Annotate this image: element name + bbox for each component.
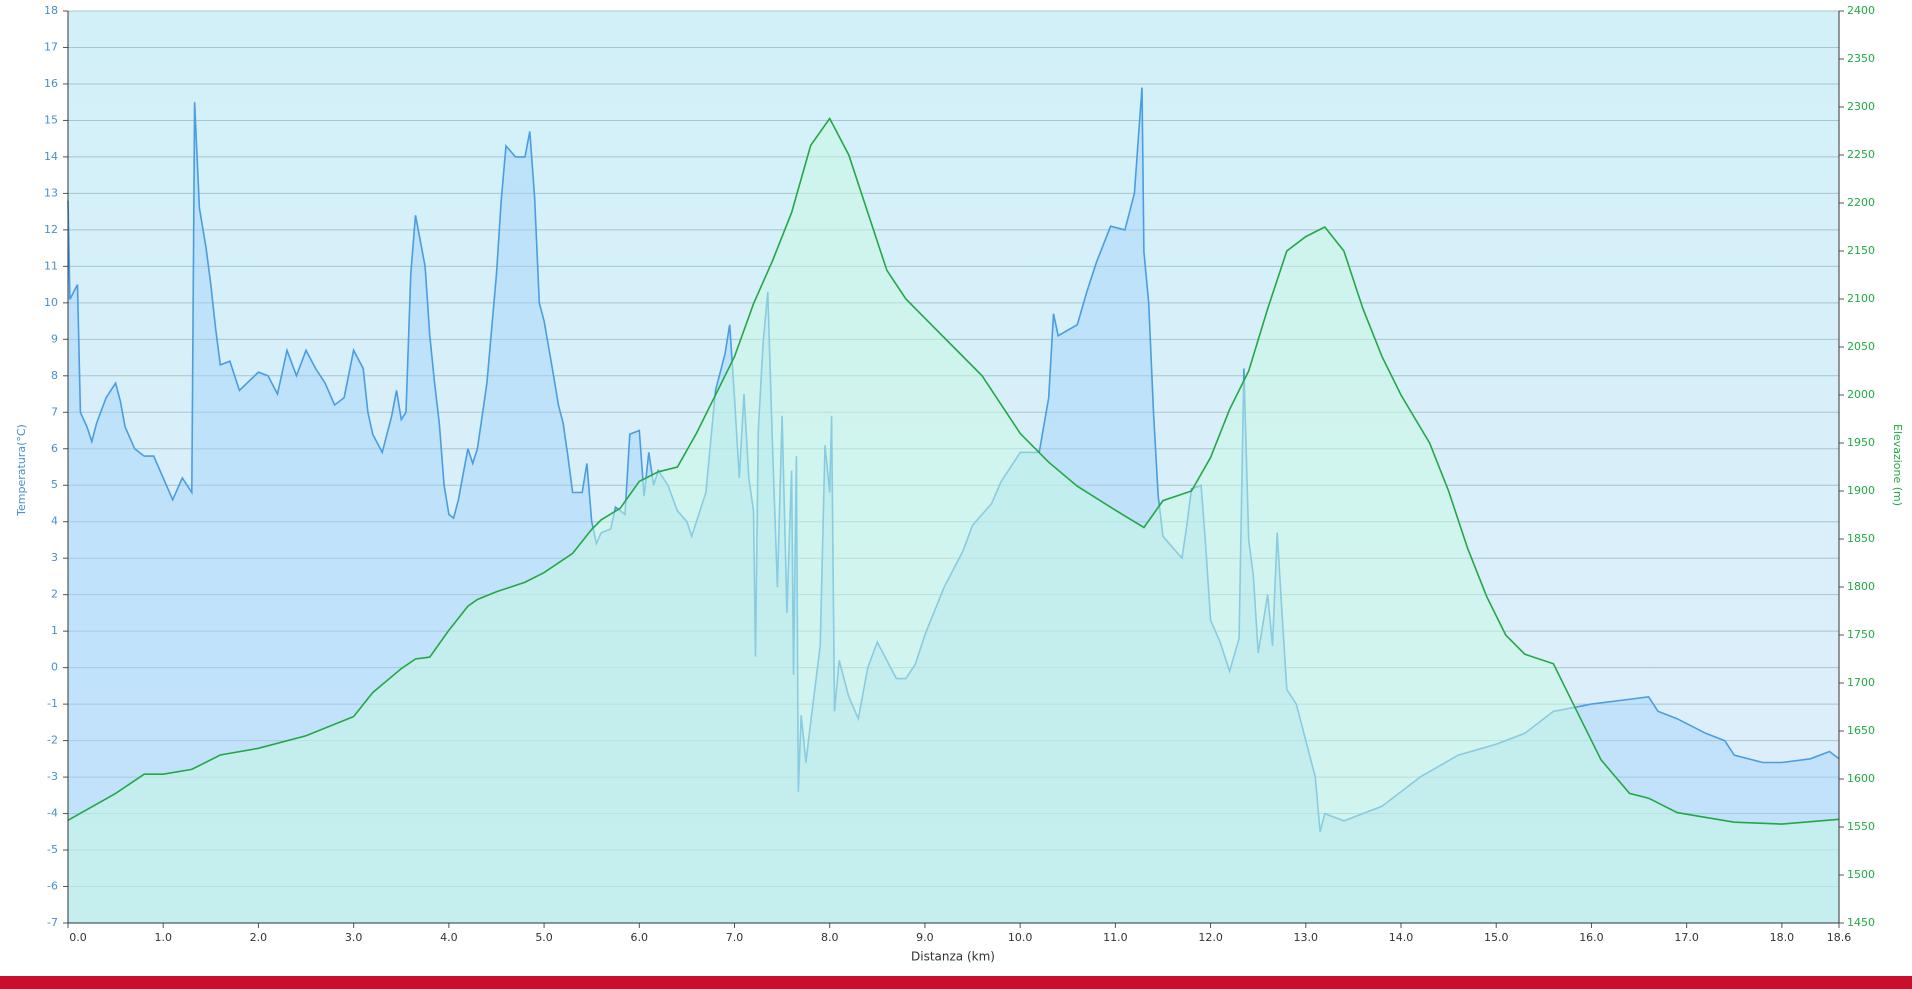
y-tick-label: 13 [44,186,58,199]
x-tick-label: 18.0 [1770,931,1795,944]
y2-tick-label: 2150 [1847,244,1875,257]
y-tick-label: -5 [47,843,58,856]
y-tick-label: 3 [51,551,58,564]
y-tick-label: -7 [47,916,58,929]
y2-tick-label: 1550 [1847,820,1875,833]
y-tick-label: 18 [44,4,58,17]
y-tick-label: -2 [47,734,58,747]
y-tick-label: 11 [44,259,58,272]
y-tick-label: -3 [47,770,58,783]
x-tick-label: 18.6 [1827,931,1852,944]
x-tick-label: 6.0 [631,931,649,944]
x-tick-label: 7.0 [726,931,744,944]
x-tick-label: 8.0 [821,931,839,944]
x-tick-label: 11.0 [1103,931,1128,944]
y-tick-label: 4 [51,515,58,528]
y-tick-label: 9 [51,332,58,345]
y2-tick-label: 1850 [1847,532,1875,545]
x-tick-label: 16.0 [1579,931,1604,944]
y2-axis-label: Elevazione (m) [1891,424,1904,506]
y2-tick-label: 2000 [1847,388,1875,401]
y2-tick-label: 2100 [1847,292,1875,305]
y2-tick-label: 1500 [1847,868,1875,881]
x-tick-label: 15.0 [1484,931,1509,944]
x-tick-label: 1.0 [154,931,172,944]
y-tick-label: 16 [44,77,58,90]
line [67,116,1840,825]
y-tick-label: 0 [51,661,58,674]
y-tick-label: 15 [44,113,58,126]
y-tick-label: 12 [44,223,58,236]
y2-tick-label: 2400 [1847,4,1875,17]
y-tick-label: -1 [47,697,58,710]
x-tick-label: 2.0 [250,931,268,944]
y-tick-label: -4 [47,807,58,820]
y2-tick-label: 1450 [1847,916,1875,929]
y-axis-label: Temperatura(°C) [15,424,28,517]
y2-tick-label: 1950 [1847,436,1875,449]
y-tick-label: -6 [47,880,58,893]
x-axis-label: Distanza (km) [911,950,995,964]
y2-tick-label: 1900 [1847,484,1875,497]
y2-tick-label: 1800 [1847,580,1875,593]
y-tick-label: 6 [51,442,58,455]
y2-tick-label: 2350 [1847,52,1875,65]
y-tick-label: 10 [44,296,58,309]
x-tick-label: 13.0 [1294,931,1319,944]
y-tick-label: 2 [51,588,58,601]
y2-tick-label: 2300 [1847,100,1875,113]
y2-tick-label: 1700 [1847,676,1875,689]
x-tick-label: 5.0 [535,931,553,944]
x-tick-label: 17.0 [1674,931,1699,944]
x-tick-label: 4.0 [440,931,458,944]
y-tick-label: 17 [44,40,58,53]
y-tick-label: 14 [44,150,58,163]
y2-tick-label: 2250 [1847,148,1875,161]
y2-tick-label: 1600 [1847,772,1875,785]
y2-tick-label: 1750 [1847,628,1875,641]
y-tick-label: 8 [51,369,58,382]
x-tick-label: 12.0 [1198,931,1223,944]
area [68,118,1839,923]
y-tick-label: 5 [51,478,58,491]
x-tick-label: 14.0 [1389,931,1414,944]
x-tick-label: 3.0 [345,931,363,944]
x-tick-label: 0.0 [69,931,87,944]
y2-tick-label: 1650 [1847,724,1875,737]
y-tick-label: 1 [51,624,58,637]
x-tick-label: 10.0 [1008,931,1033,944]
taskbar [0,976,1912,989]
y2-tick-label: 2050 [1847,340,1875,353]
y-tick-label: 7 [51,405,58,418]
x-tick-label: 9.0 [916,931,934,944]
y2-tick-label: 2200 [1847,196,1875,209]
